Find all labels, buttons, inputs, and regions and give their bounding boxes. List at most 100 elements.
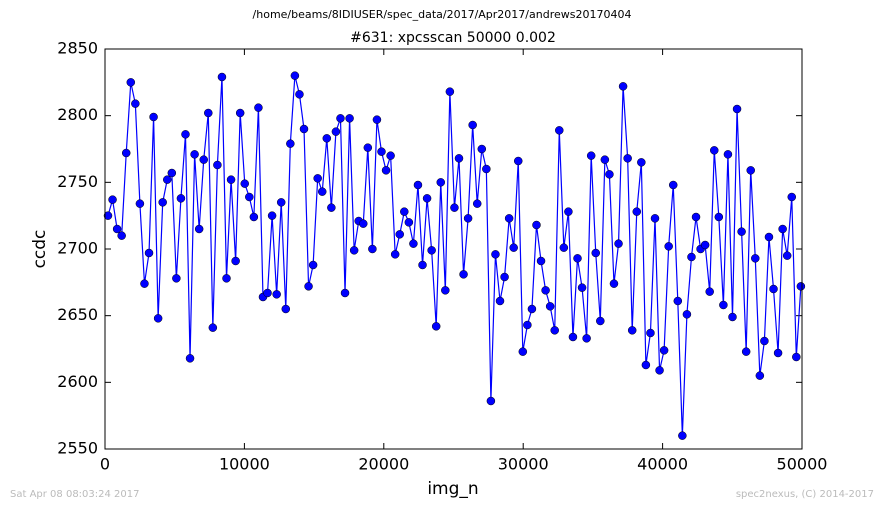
- x-tick-label: 10000: [219, 455, 270, 474]
- data-point: [231, 256, 240, 266]
- x-tick-label: 20000: [358, 455, 409, 474]
- data-point: [400, 207, 409, 216]
- data-point: [582, 334, 591, 343]
- data-point: [755, 371, 765, 380]
- data-point: [764, 232, 774, 242]
- data-point: [163, 175, 172, 184]
- y-tick-label: 2800: [57, 105, 98, 124]
- data-point: [185, 354, 195, 363]
- data-point: [746, 166, 755, 175]
- data-point: [149, 112, 158, 122]
- data-point: [112, 224, 122, 234]
- data-point: [618, 82, 628, 91]
- data-point: [226, 175, 236, 184]
- data-point: [559, 243, 569, 252]
- data-point: [760, 336, 769, 346]
- data-point: [723, 150, 733, 159]
- data-point: [308, 260, 318, 270]
- data-point: [381, 166, 391, 175]
- data-point: [272, 290, 281, 299]
- data-point: [468, 120, 477, 130]
- data-point: [322, 134, 332, 143]
- data-point: [596, 316, 605, 326]
- y-axis-label: ccdc: [30, 230, 50, 269]
- data-point: [240, 179, 249, 188]
- y-tick-label: 2700: [57, 239, 98, 258]
- chart-title: #631: xpcsscan 50000 0.002: [350, 30, 556, 46]
- y-tick-label: 2600: [57, 372, 98, 391]
- data-point: [427, 246, 436, 255]
- data-point: [463, 214, 473, 223]
- data-point: [213, 160, 222, 170]
- y-tick-label: 2750: [57, 172, 98, 191]
- data-point: [108, 195, 117, 204]
- data-point: [678, 431, 687, 440]
- data-point: [728, 312, 737, 322]
- data-point: [504, 214, 514, 223]
- data-point: [782, 251, 792, 260]
- data-point: [536, 256, 546, 266]
- data-point: [732, 104, 742, 114]
- data-point: [413, 180, 423, 190]
- data-point: [737, 227, 746, 236]
- data-point: [614, 239, 623, 248]
- data-point: [204, 108, 213, 118]
- data-point: [586, 151, 596, 160]
- x-tick-label: 30000: [498, 455, 549, 474]
- data-point: [135, 199, 145, 208]
- data-point: [710, 146, 719, 155]
- data-point: [404, 218, 414, 227]
- data-point: [267, 211, 277, 220]
- data-point: [281, 304, 291, 314]
- data-point: [623, 154, 632, 163]
- data-point: [646, 328, 655, 338]
- footer-left: Sat Apr 08 08:03:24 2017: [10, 489, 140, 500]
- data-point: [459, 270, 468, 279]
- x-tick-label: 50000: [777, 455, 828, 474]
- data-point: [217, 72, 227, 82]
- data-point: [659, 346, 669, 355]
- data-point: [436, 178, 446, 187]
- data-point: [472, 199, 482, 208]
- data-point: [627, 326, 637, 335]
- data-point: [418, 260, 427, 270]
- data-point: [719, 300, 728, 310]
- data-point: [518, 347, 528, 356]
- x-tick-label: 40000: [637, 455, 688, 474]
- data-point: [313, 174, 322, 183]
- y-tick-label: 2850: [57, 39, 98, 58]
- data-point: [668, 180, 678, 190]
- data-point: [550, 326, 559, 335]
- data-point: [486, 396, 496, 406]
- data-point: [655, 366, 664, 375]
- data-point: [664, 242, 673, 251]
- data-point: [605, 170, 614, 179]
- data-point: [254, 103, 263, 112]
- data-point: [336, 114, 345, 123]
- data-point: [153, 314, 163, 323]
- data-point: [121, 148, 131, 158]
- footer-right: spec2nexus, (C) 2014-2017: [736, 489, 874, 500]
- data-point: [495, 296, 505, 306]
- y-tick-label: 2550: [57, 439, 98, 458]
- data-point: [276, 198, 286, 207]
- data-point: [555, 126, 564, 135]
- data-point: [751, 254, 760, 263]
- data-point: [117, 231, 126, 240]
- data-point: [673, 296, 683, 306]
- data-point: [377, 147, 386, 156]
- data-point: [769, 284, 778, 294]
- x-tick-label: 0: [100, 455, 110, 474]
- data-point: [491, 250, 500, 259]
- data-point: [103, 211, 113, 220]
- data-point: [126, 78, 136, 87]
- suptitle: /home/beams/8IDIUSER/spec_data/2017/Apr2…: [253, 8, 632, 21]
- data-point: [796, 282, 806, 291]
- data-point: [222, 274, 231, 283]
- data-point: [249, 212, 259, 222]
- data-point: [340, 288, 350, 298]
- data-point: [199, 155, 208, 164]
- data-point: [445, 87, 455, 96]
- data-point: [450, 203, 459, 212]
- data-point: [577, 283, 587, 292]
